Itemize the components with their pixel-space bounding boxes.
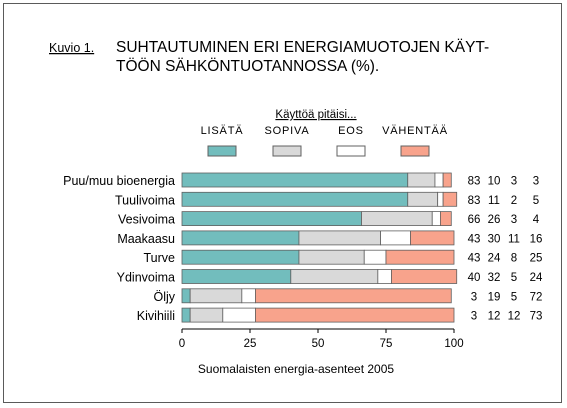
value-label-sopiva: 11 xyxy=(488,195,500,207)
category-label: Kivihiili xyxy=(137,309,175,323)
bar-segment-eos xyxy=(363,249,387,265)
bar-segment-sopiva xyxy=(290,269,379,284)
category-label: Tuulivoima xyxy=(115,193,175,207)
value-label-eos: 3 xyxy=(511,214,517,226)
legend-label-sopiva: SOPIVA xyxy=(265,125,310,137)
category-label: Turve xyxy=(144,251,176,265)
value-label-vahentaa: 73 xyxy=(530,311,543,323)
category-label: Puu/muu bioenergia xyxy=(63,174,175,188)
value-label-lisata: 43 xyxy=(468,233,481,245)
value-label-vahentaa: 3 xyxy=(533,176,539,188)
bar-segment-lisata xyxy=(181,288,191,304)
value-label-lisata: 83 xyxy=(468,176,481,188)
category-label: Ydinvoima xyxy=(117,271,175,285)
bar-segment-vahentaa xyxy=(442,191,458,207)
value-label-lisata: 83 xyxy=(468,195,481,207)
bar-segment-lisata xyxy=(181,211,362,227)
value-label-lisata: 43 xyxy=(468,253,481,265)
bar-segment-eos xyxy=(377,269,392,284)
chart-title-line-2: TÖÖN SÄHKÖNTUOTANNOSSA (%). xyxy=(116,57,379,75)
category-labels: Puu/muu bioenergia Tuulivoima Vesivoima Maa… xyxy=(63,174,176,323)
legend-swatch-eos xyxy=(336,145,366,157)
legend-label-lisata: LISÄTÄ xyxy=(201,125,244,137)
legend-swatch-lisata xyxy=(207,145,237,157)
legend-title: Käyttöä pitäisi... xyxy=(275,109,356,121)
bar-segment-vahentaa xyxy=(439,211,452,227)
value-label-vahentaa: 5 xyxy=(533,195,539,207)
x-tick-label: 50 xyxy=(312,338,325,350)
bar-segment-vahentaa xyxy=(385,249,455,265)
x-tick-label: 0 xyxy=(179,338,185,350)
bar-segment-eos xyxy=(222,307,256,323)
value-label-eos: 12 xyxy=(508,311,521,323)
bar-segment-sopiva xyxy=(189,307,224,323)
bar-segment-lisata xyxy=(181,191,409,207)
value-label-vahentaa: 16 xyxy=(530,233,543,245)
legend-label-eos: EOS xyxy=(338,125,364,137)
bar-segment-eos xyxy=(437,191,444,207)
bar-segment-sopiva xyxy=(189,288,243,304)
bar-segment-sopiva xyxy=(361,211,433,227)
value-label-lisata: 40 xyxy=(468,272,481,284)
x-tick-label: 25 xyxy=(244,338,257,350)
value-label-sopiva: 32 xyxy=(488,272,501,284)
x-tick-label: 75 xyxy=(380,338,393,350)
value-label-eos: 5 xyxy=(511,272,517,284)
bar-segment-lisata xyxy=(181,269,292,284)
value-label-vahentaa: 4 xyxy=(533,214,540,226)
value-label-eos: 3 xyxy=(511,176,517,188)
value-label-eos: 11 xyxy=(508,233,520,245)
value-label-eos: 2 xyxy=(511,195,517,207)
legend-swatch-sopiva xyxy=(272,145,302,157)
bar-segment-vahentaa xyxy=(442,172,452,188)
category-label: Maakaasu xyxy=(117,232,175,246)
value-label-sopiva: 26 xyxy=(488,214,501,226)
value-label-eos: 8 xyxy=(511,253,517,265)
value-label-sopiva: 30 xyxy=(488,233,501,245)
legend-swatch-vahentaa xyxy=(400,145,430,157)
value-label-lisata: 3 xyxy=(471,291,477,303)
x-tick-label: 100 xyxy=(444,338,463,350)
value-label-vahentaa: 24 xyxy=(530,272,543,284)
bar-segment-sopiva xyxy=(407,191,439,207)
value-label-sopiva: 19 xyxy=(488,291,501,303)
bar-segment-eos xyxy=(431,211,441,227)
x-axis: 0 25 50 75 100 xyxy=(179,328,464,350)
value-label-sopiva: 10 xyxy=(488,176,501,188)
value-label-eos: 5 xyxy=(511,291,517,303)
value-label-vahentaa: 25 xyxy=(530,253,543,265)
bar-segment-sopiva xyxy=(298,249,365,265)
bar-segment-eos xyxy=(434,172,444,188)
chart-title-line-1: SUHTAUTUMINEN ERI ENERGIAMUOTOJEN KÄYT- xyxy=(116,39,489,56)
bar-segment-eos xyxy=(380,230,411,246)
category-label: Öljy xyxy=(153,290,175,304)
caption-label: Kuvio 1. xyxy=(49,41,94,55)
bar-segment-vahentaa xyxy=(255,307,455,323)
source-note: Suomalaisten energia-asenteet 2005 xyxy=(198,362,394,376)
category-label: Vesivoima xyxy=(118,213,175,227)
bar-segment-lisata xyxy=(181,230,300,246)
bar-segment-lisata xyxy=(181,249,300,265)
bars xyxy=(181,172,458,323)
legend-label-vahentaa: VÄHENTÄÄ xyxy=(382,125,448,137)
value-label-sopiva: 24 xyxy=(488,253,501,265)
bar-segment-vahentaa xyxy=(255,288,452,304)
value-label-vahentaa: 72 xyxy=(530,291,543,303)
value-label-lisata: 66 xyxy=(468,214,481,226)
bar-segment-vahentaa xyxy=(410,230,455,246)
bar-segment-lisata xyxy=(181,172,409,188)
bar-segment-eos xyxy=(241,288,256,304)
value-label-lisata: 3 xyxy=(471,311,477,323)
legend: LISÄTÄ SOPIVA EOS VÄHENTÄÄ xyxy=(201,125,448,157)
bar-segment-sopiva xyxy=(407,172,436,188)
bar-segment-lisata xyxy=(181,307,191,323)
value-label-sopiva: 12 xyxy=(488,311,501,323)
bar-segment-sopiva xyxy=(298,230,381,246)
bar-segment-vahentaa xyxy=(391,269,458,284)
